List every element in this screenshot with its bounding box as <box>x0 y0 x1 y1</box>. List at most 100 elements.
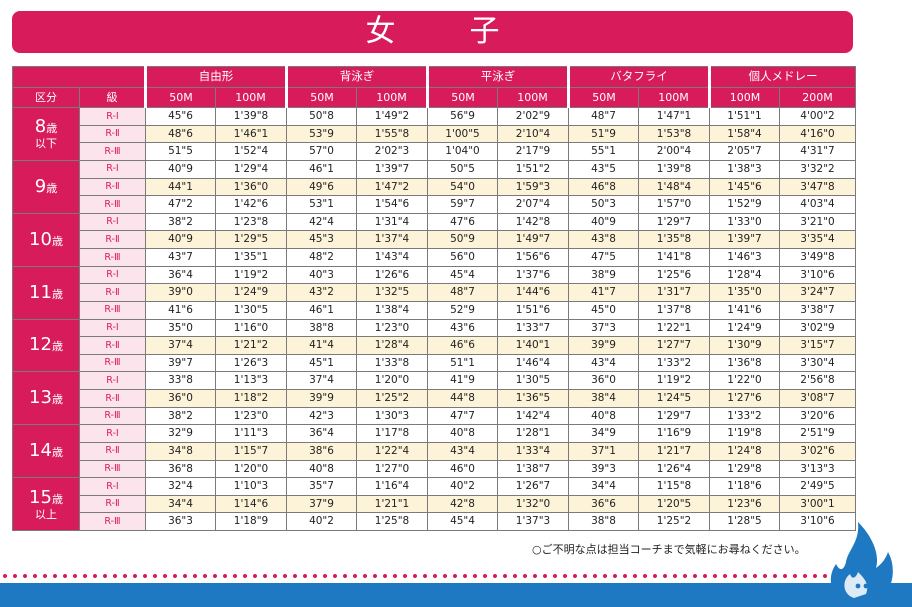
time-cell: 36"0 <box>568 371 639 390</box>
time-cell: 45"4 <box>427 265 498 285</box>
table-row: 10歳 R-Ⅰ 38"2 1'23"8 42"4 1'31"4 47"6 1'42"8 40"9… <box>12 212 856 267</box>
time-cell: 1'36"5 <box>497 389 569 408</box>
age-unit: 歳 <box>46 122 58 136</box>
time-cell: 1'28"4 <box>356 336 428 355</box>
time-cell: 1'33"2 <box>638 353 710 373</box>
time-cell: 1'18"6 <box>709 477 780 496</box>
time-cell: 3'02"6 <box>779 441 856 461</box>
time-cell: 1'16"0 <box>215 318 287 338</box>
time-cell: 1'33"4 <box>497 441 569 461</box>
level-cell: R-Ⅱ <box>79 283 146 302</box>
time-cell: 38"8 <box>568 512 639 531</box>
table-row: 14歳 R-Ⅰ 32"9 1'11"3 36"4 1'17"8 40"8 1'28"1 34"9… <box>12 424 856 479</box>
table-row: R-Ⅲ 39"7 1'26"3 45"1 1'33"8 51"1 1'46"4 43"4 1'3… <box>13 353 856 373</box>
level-cell: R-Ⅰ <box>79 107 146 126</box>
time-cell: 46"0 <box>427 459 498 479</box>
time-cell: 3'47"8 <box>779 177 856 197</box>
distance-header-butterfly-2: 100M <box>638 87 710 108</box>
age-number: 11 <box>29 281 52 303</box>
time-cell: 36"8 <box>145 459 216 479</box>
time-cell: 50"8 <box>286 107 357 126</box>
time-cell: 56"9 <box>427 107 498 126</box>
age-qualifier: 以上 <box>35 507 57 521</box>
time-cell: 1'27"6 <box>709 389 780 408</box>
event-backstroke: 背泳ぎ <box>285 66 428 88</box>
time-cell: 1'25"2 <box>356 389 428 408</box>
time-cell: 1'31"7 <box>638 283 710 302</box>
level-cell: R-Ⅲ <box>79 406 146 426</box>
time-cell: 1'29"7 <box>638 406 710 426</box>
time-cell: 1'29"7 <box>638 212 710 232</box>
time-cell: 1'24"8 <box>709 441 780 461</box>
time-cell: 1'26"7 <box>497 477 569 496</box>
time-cell: 1'42"4 <box>497 406 569 426</box>
time-cell: 3'10"6 <box>779 512 856 531</box>
time-cell: 1'39"7 <box>709 230 780 249</box>
distance-header-backstroke-2: 100M <box>356 87 428 108</box>
time-cell: 1'51"6 <box>497 300 569 320</box>
time-cell: 4'16"0 <box>779 124 856 144</box>
level-cell: R-Ⅱ <box>79 389 146 408</box>
time-cell: 1'51"2 <box>497 159 569 179</box>
time-cell: 1'36"8 <box>709 353 780 373</box>
time-cell: 33"8 <box>145 371 216 390</box>
time-cell: 40"8 <box>286 459 357 479</box>
level-cell: R-Ⅲ <box>79 512 146 531</box>
level-cell: R-Ⅱ <box>79 336 146 355</box>
time-cell: 1'29"8 <box>709 459 780 479</box>
time-cell: 1'36"0 <box>215 177 287 197</box>
time-cell: 1'19"2 <box>638 371 710 390</box>
table-row: R-Ⅲ 41"6 1'30"5 46"1 1'38"4 52"9 1'51"6 45"0 1'3… <box>13 300 856 320</box>
time-cell: 1'21"2 <box>215 336 287 355</box>
time-cell: 42"8 <box>427 494 498 514</box>
time-cell: 1'11"3 <box>215 424 287 443</box>
time-cell: 34"4 <box>568 477 639 496</box>
time-cell: 1'33"0 <box>709 212 780 232</box>
time-cell: 34"4 <box>145 494 216 514</box>
time-cell: 49"6 <box>286 177 357 197</box>
time-cell: 1'38"7 <box>497 459 569 479</box>
time-cell: 40"2 <box>427 477 498 496</box>
time-cell: 44"8 <box>427 389 498 408</box>
time-cell: 3'08"7 <box>779 389 856 408</box>
time-cell: 3'00"1 <box>779 494 856 514</box>
time-cell: 57"0 <box>286 142 357 161</box>
time-cell: 1'23"6 <box>709 494 780 514</box>
table-body: 8歳 以下 R-Ⅰ 45"6 1'39"8 50"8 1'49"2 56"9 2'02"9 48"… <box>12 107 856 531</box>
time-cell: 1'45"6 <box>709 177 780 197</box>
time-cell: 1'49"2 <box>356 107 428 126</box>
table-row: R-Ⅱ 44"1 1'36"0 49"6 1'47"2 54"0 1'59"3 46"8 1'4… <box>13 177 856 197</box>
time-cell: 1'48"4 <box>638 177 710 197</box>
time-cell: 1'30"9 <box>709 336 780 355</box>
time-cell: 1'25"8 <box>356 512 428 531</box>
time-cell: 50"3 <box>568 195 639 214</box>
time-cell: 55"1 <box>568 142 639 161</box>
time-cell: 41"9 <box>427 371 498 390</box>
water-wave <box>0 583 912 607</box>
time-cell: 43"5 <box>568 159 639 179</box>
age-unit: 歳 <box>51 340 63 354</box>
table-row: 8歳 以下 R-Ⅰ 45"6 1'39"8 50"8 1'49"2 56"9 2'02"9 48"… <box>12 107 856 161</box>
time-cell: 1'21"7 <box>638 441 710 461</box>
time-cell: 1'39"8 <box>638 159 710 179</box>
time-cell: 1'04"0 <box>427 142 498 161</box>
level-cell: R-Ⅱ <box>79 230 146 249</box>
age-unit: 歳 <box>51 234 63 248</box>
time-cell: 1'13"3 <box>215 371 287 390</box>
time-cell: 3'38"7 <box>779 300 856 320</box>
event-individual-medley: 個人メドレー <box>708 66 856 88</box>
time-cell: 1'52"9 <box>709 195 780 214</box>
table-row: 13歳 R-Ⅰ 33"8 1'13"3 37"4 1'20"0 41"9 1'30"5 36"0… <box>12 371 856 426</box>
level-cell: R-Ⅲ <box>79 300 146 320</box>
time-cell: 1'24"9 <box>709 318 780 338</box>
time-cell: 40"2 <box>286 512 357 531</box>
table-row: R-Ⅲ 47"2 1'42"6 53"1 1'54"6 59"7 2'07"4 50"3 1'5… <box>13 195 856 214</box>
page-title: 女 子 <box>12 11 853 53</box>
time-cell: 54"0 <box>427 177 498 197</box>
age-group-cell: 14歳 <box>12 424 80 479</box>
time-cell: 1'30"5 <box>497 371 569 390</box>
time-cell: 41"7 <box>568 283 639 302</box>
time-cell: 51"5 <box>145 142 216 161</box>
time-cell: 37"3 <box>568 318 639 338</box>
level-cell: R-Ⅰ <box>79 265 146 285</box>
